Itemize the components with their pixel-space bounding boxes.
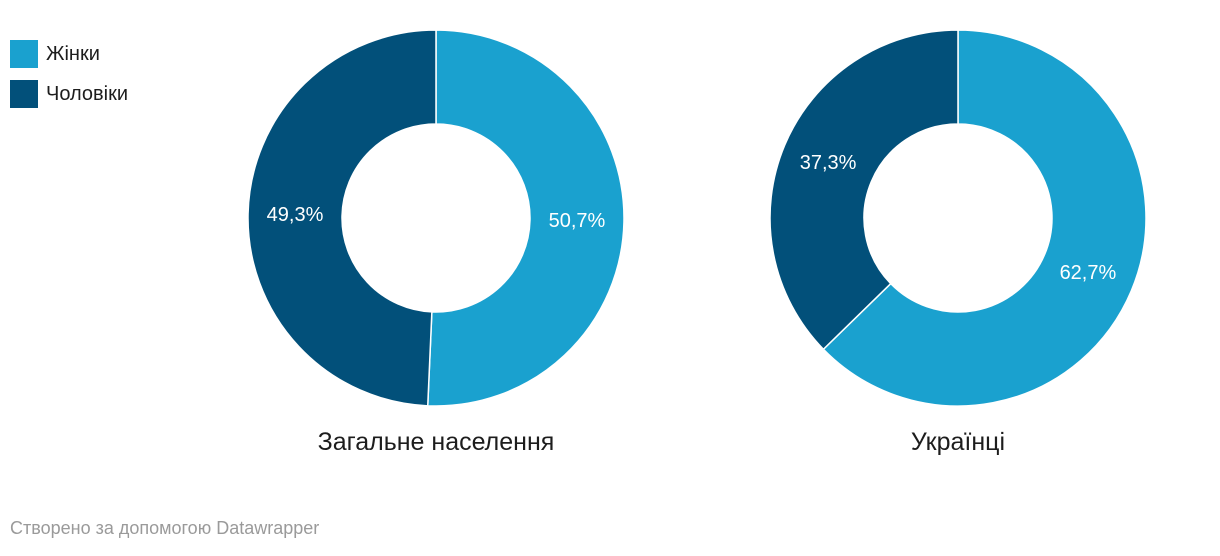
general-value-label-women: 50,7% [549,210,606,232]
ukrainians-slice-men [769,29,959,351]
general-slice-women [426,29,625,407]
ukrainians-value-label-women: 62,7% [1060,262,1117,284]
ukrainians-chart-title: Українці [911,428,1005,456]
general-slice-men [247,29,437,407]
legend-label-women: Жінки [46,42,100,65]
general-chart-title: Загальне населення [318,428,555,456]
legend: Жінки Чоловіки [10,40,128,120]
legend-label-men: Чоловіки [46,82,129,105]
legend-swatch-women [10,40,38,68]
ukrainians-value-label-men: 37,3% [800,152,857,174]
legend-swatch-men [10,80,38,108]
legend-item-men: Чоловіки [10,80,128,108]
general-value-label-men: 49,3% [267,204,324,226]
ukrainians-slice-women [822,29,1147,407]
legend-item-women: Жінки [10,40,128,68]
datawrapper-credit: Створено за допомогою Datawrapper [10,518,320,538]
